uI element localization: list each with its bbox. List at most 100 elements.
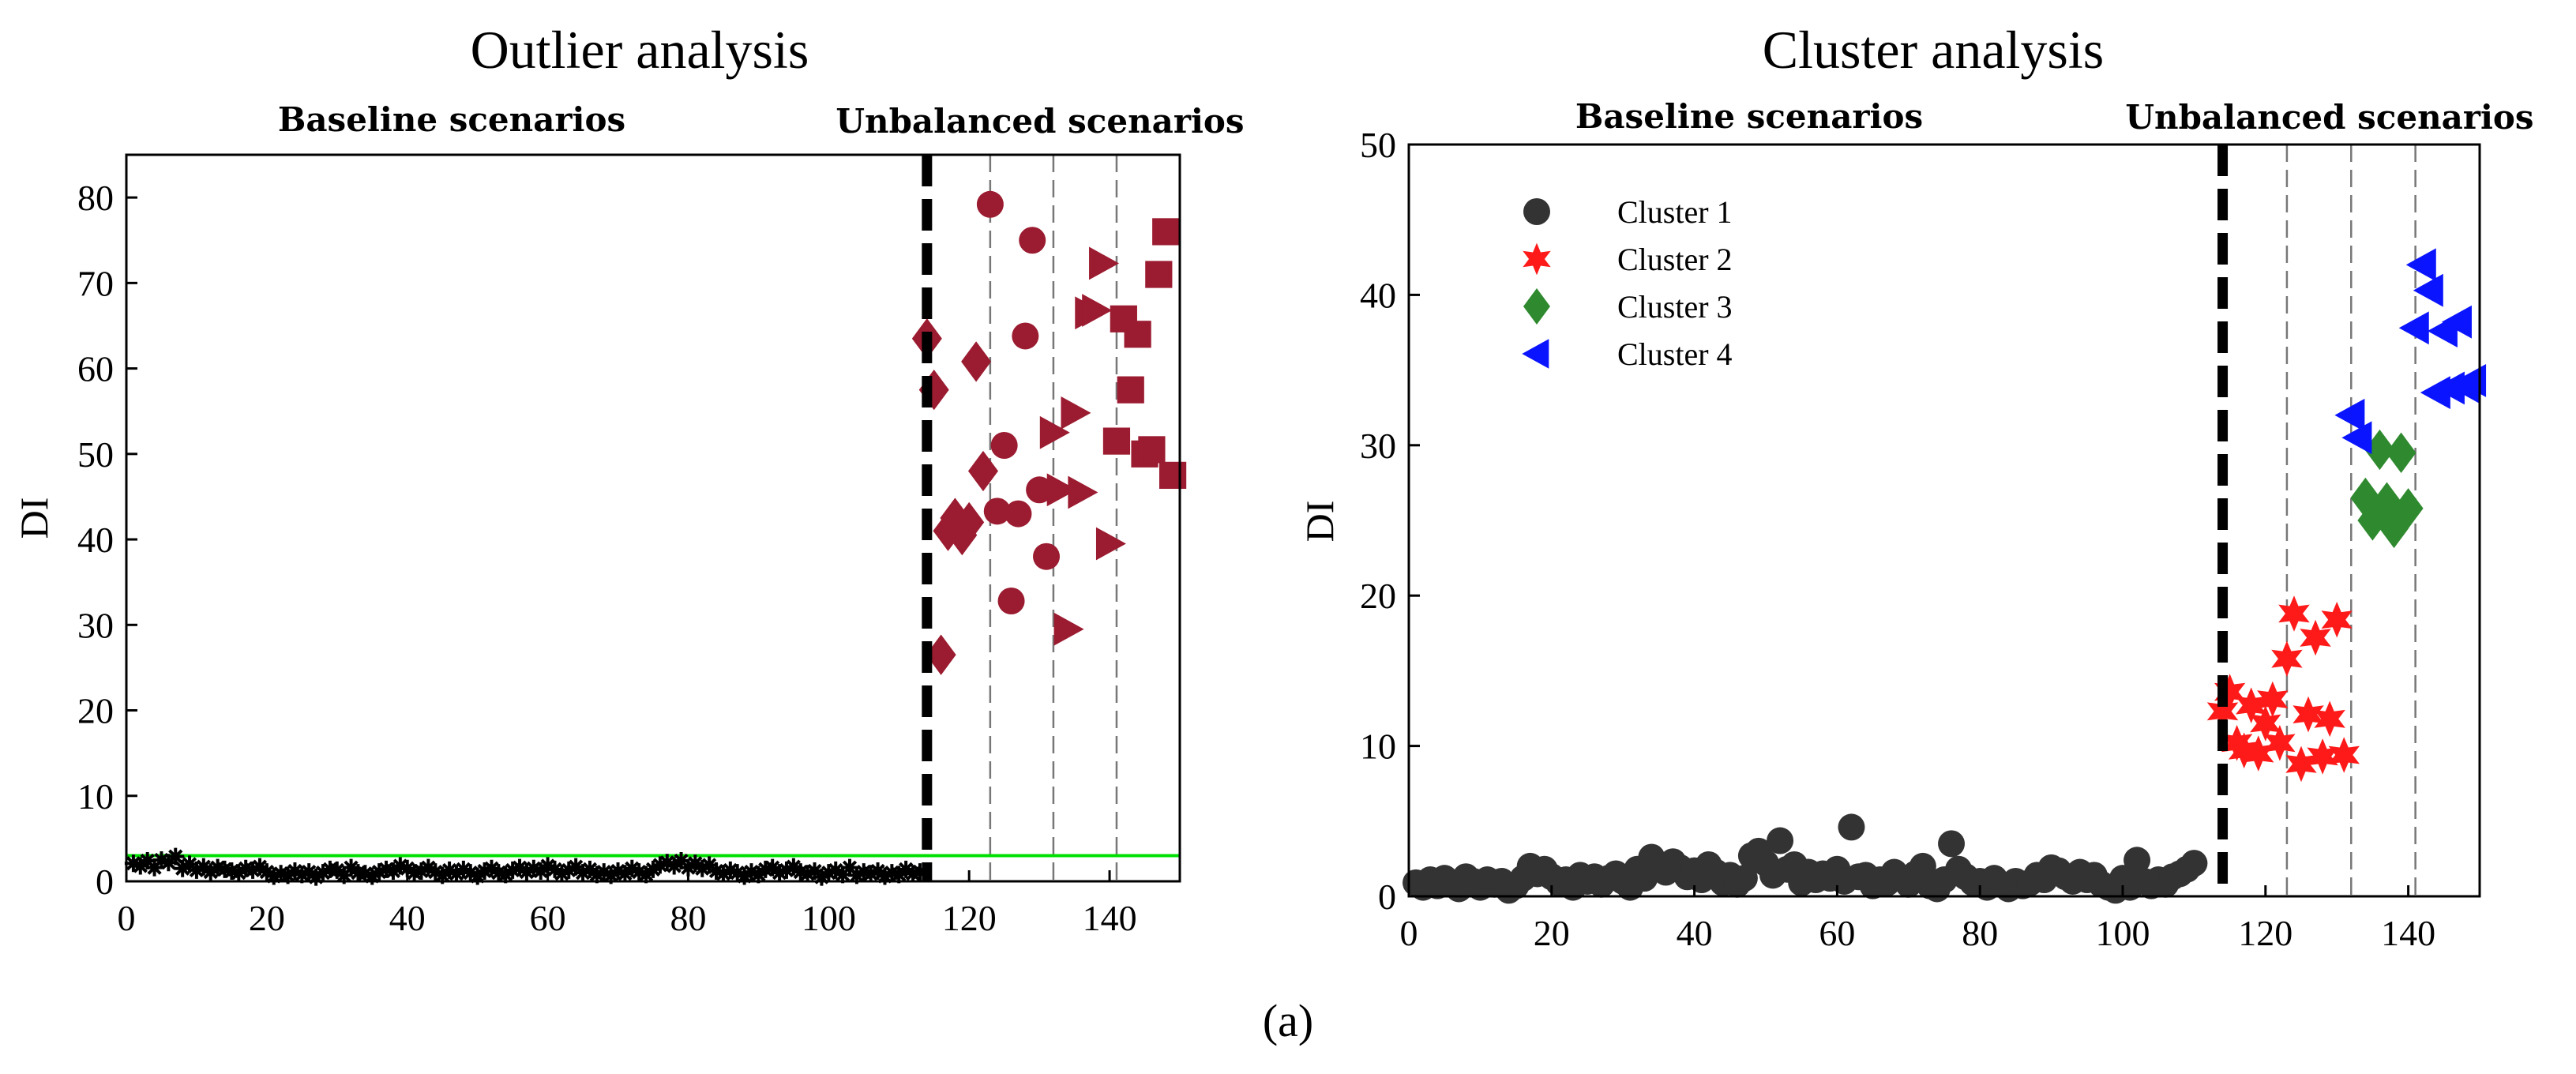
outlier-x-tick-label: 40 <box>389 898 426 938</box>
outlier-baseline-point <box>728 864 746 882</box>
outlier-group-4-point <box>1124 321 1151 348</box>
cluster-cluster-2-point <box>2250 705 2281 742</box>
outlier-unbalanced-section-label: Unbalanced scenarios <box>836 102 1244 141</box>
outlier-baseline-point <box>805 862 824 881</box>
outlier-x-tick-label: 60 <box>530 898 566 938</box>
cluster-cluster-2-point <box>2206 693 2239 730</box>
outlier-group-2-point <box>1012 322 1039 350</box>
outlier-baseline-point <box>798 865 817 883</box>
cluster-cluster-2-point <box>2278 595 2310 632</box>
cluster-cluster-2-point <box>2228 732 2260 769</box>
outlier-baseline-point <box>174 859 192 877</box>
cluster-cluster-3-point <box>2393 488 2424 529</box>
cluster-plot-frame <box>1407 143 2481 898</box>
outlier-plot-frame <box>125 153 1181 883</box>
outlier-axes: 0 20 40 60 80 100 120 140 0 10 20 30 40 50 60 70 80 <box>77 178 1137 938</box>
cluster-cluster-4-point <box>2441 305 2472 339</box>
outlier-baseline-point <box>167 847 185 866</box>
outlier-baseline-point <box>138 852 156 870</box>
outlier-baseline-point <box>777 861 795 879</box>
cluster-y-tick-label: 50 <box>1360 125 1396 165</box>
cluster-cluster-1-point <box>1938 830 1966 858</box>
legend-cluster-3-label: Cluster 3 <box>1617 289 1733 325</box>
outlier-baseline-point <box>897 860 915 878</box>
cluster-cluster-3-point <box>2364 429 2395 471</box>
cluster-cluster-4-point <box>2334 398 2365 432</box>
cluster-cluster-4-point <box>2398 311 2429 345</box>
outlier-baseline-point <box>672 852 690 870</box>
outlier-y-tick-label: 10 <box>77 776 114 817</box>
cluster-x-tick-label: 20 <box>1534 913 1570 953</box>
outlier-baseline-point <box>735 867 753 885</box>
outlier-baseline-point <box>405 864 423 882</box>
outlier-baseline-point <box>904 865 922 883</box>
cluster-cluster-2-point <box>2214 674 2246 710</box>
outlier-baseline-point <box>208 858 227 877</box>
outlier-baseline-point <box>658 854 676 872</box>
outlier-baseline-point <box>398 859 416 877</box>
outlier-group-3-point <box>1089 246 1120 280</box>
outlier-group-4-point <box>1145 261 1173 288</box>
outlier-baseline-point <box>314 864 332 882</box>
cluster-x-tick-label: 140 <box>2381 913 2435 953</box>
outlier-baseline-point <box>813 868 831 886</box>
outlier-group-4-point <box>1159 461 1187 489</box>
outlier-baseline-point <box>279 866 297 884</box>
outlier-baseline-point <box>363 867 381 885</box>
outlier-baseline-point <box>595 863 613 881</box>
outlier-baseline-point <box>454 860 472 878</box>
cluster-cluster-1-point <box>1767 827 1794 854</box>
outlier-group-3-point <box>1046 473 1077 507</box>
cluster-analysis-chart: Cluster analysis Baseline scenarios Unba… <box>1297 20 2534 953</box>
outlier-baseline-point <box>181 855 199 873</box>
outlier-group-2-point <box>1033 543 1061 570</box>
outlier-baseline-point <box>187 861 205 879</box>
outlier-group-1-point <box>926 634 956 675</box>
outlier-baseline-point <box>412 862 430 881</box>
outlier-group-2-point <box>983 498 1011 525</box>
cluster-x-tick-label: 120 <box>2238 913 2292 953</box>
outlier-baseline-point <box>490 864 508 882</box>
outlier-group-1-point <box>967 450 998 492</box>
outlier-baseline-point <box>419 858 437 877</box>
outlier-x-tick-label: 0 <box>118 898 136 938</box>
cluster-cluster-1-point <box>2180 850 2208 877</box>
outlier-baseline-point <box>862 865 880 883</box>
cluster-cluster-4-point <box>2405 248 2436 282</box>
legend-cluster-1-marker <box>1523 198 1550 225</box>
outlier-baseline-point <box>623 859 641 877</box>
outlier-baseline-point <box>335 866 353 884</box>
outlier-baseline-point <box>876 867 894 885</box>
outlier-baseline-point <box>517 863 535 881</box>
outlier-baseline-point <box>497 866 515 884</box>
cluster-cluster-4-point <box>2341 421 2372 455</box>
outlier-baseline-point <box>771 864 789 882</box>
outlier-baseline-point <box>441 861 459 879</box>
outlier-baseline-point <box>714 865 732 883</box>
cluster-y-tick-label: 10 <box>1360 727 1396 767</box>
figure-caption: (a) <box>1263 995 1313 1046</box>
outlier-baseline-point <box>721 861 739 879</box>
outlier-baseline-point <box>854 863 873 881</box>
outlier-baseline-point <box>293 866 311 884</box>
cluster-baseline-section-label: Baseline scenarios <box>1575 97 1923 136</box>
outlier-y-tick-label: 40 <box>77 520 114 560</box>
outlier-baseline-point <box>447 865 465 883</box>
legend-cluster-4-label: Cluster 4 <box>1617 336 1733 372</box>
outlier-baseline-point <box>370 863 389 881</box>
outlier-chart-title: Outlier analysis <box>471 20 809 80</box>
outlier-baseline-point <box>791 863 809 881</box>
outlier-baseline-point <box>567 858 585 876</box>
outlier-baseline-point <box>539 857 557 875</box>
cluster-x-tick-label: 80 <box>1962 913 1998 953</box>
outlier-baseline-point <box>230 864 248 882</box>
outlier-baseline-point <box>883 864 901 882</box>
outlier-y-tick-label: 0 <box>96 862 114 902</box>
outlier-y-tick-label: 70 <box>77 263 114 303</box>
outlier-group-3-point <box>1061 396 1091 430</box>
outlier-baseline-point <box>693 859 712 877</box>
outlier-y-tick-label: 50 <box>77 434 114 475</box>
outlier-baseline-point <box>757 860 775 878</box>
outlier-baseline-point <box>237 859 255 877</box>
outlier-baseline-point <box>841 858 859 877</box>
